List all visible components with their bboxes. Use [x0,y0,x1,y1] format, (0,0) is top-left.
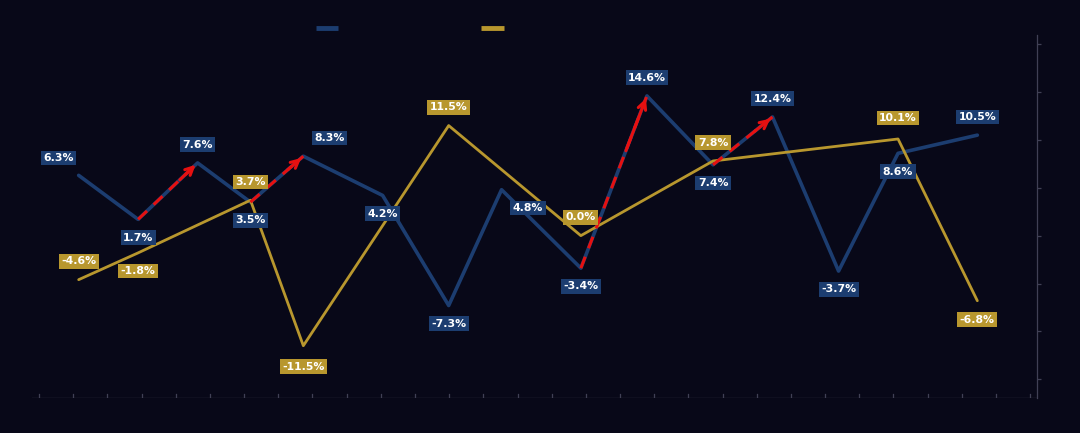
Text: -3.4%: -3.4% [564,281,598,291]
Text: -11.5%: -11.5% [282,362,324,372]
Text: 3.5%: 3.5% [235,215,266,225]
Text: 7.8%: 7.8% [698,138,728,148]
Text: 6.3%: 6.3% [43,153,75,163]
Text: 1.7%: 1.7% [123,233,153,242]
Text: 4.8%: 4.8% [513,203,543,213]
Text: 4.2%: 4.2% [367,209,397,219]
Text: -4.6%: -4.6% [62,256,96,266]
Text: 11.5%: 11.5% [430,102,468,113]
Text: -7.3%: -7.3% [431,319,467,329]
Text: -1.8%: -1.8% [121,266,156,276]
Text: -6.8%: -6.8% [960,315,995,325]
Text: 8.6%: 8.6% [882,167,914,177]
Text: 8.3%: 8.3% [314,133,345,143]
Text: 10.5%: 10.5% [958,112,996,122]
Text: 7.6%: 7.6% [183,140,213,150]
Legend: , : , [311,16,513,41]
Text: 12.4%: 12.4% [754,94,792,104]
Text: 14.6%: 14.6% [627,73,666,83]
Text: -3.7%: -3.7% [821,284,856,294]
Text: 10.1%: 10.1% [879,113,917,123]
Text: 0.0%: 0.0% [566,213,596,223]
Text: 7.4%: 7.4% [698,178,728,188]
Text: 3.7%: 3.7% [235,177,266,187]
